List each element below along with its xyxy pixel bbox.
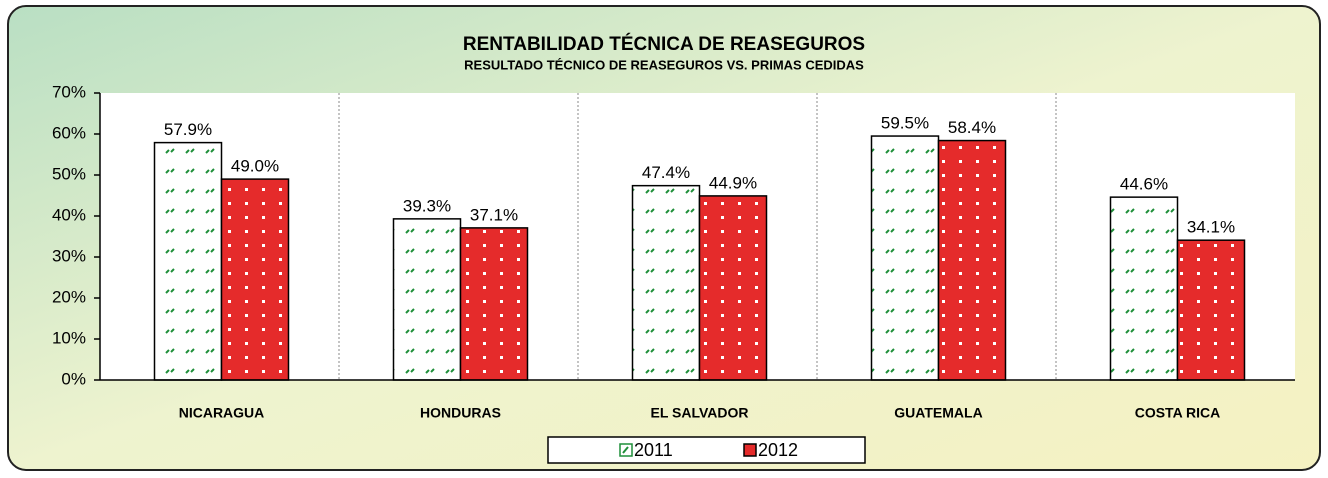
value-label: 47.4% <box>642 163 690 182</box>
y-tick-label: 20% <box>52 287 86 306</box>
x-tick-label: HONDURAS <box>420 405 501 421</box>
x-tick-label: COSTA RICA <box>1135 405 1221 421</box>
x-tick-label: GUATEMALA <box>894 405 982 421</box>
y-tick-label: 70% <box>52 82 86 101</box>
value-label: 44.6% <box>1120 175 1168 194</box>
y-tick-label: 60% <box>52 123 86 142</box>
value-label: 57.9% <box>164 120 212 139</box>
legend-swatch-mark <box>622 446 629 454</box>
value-label: 44.9% <box>709 173 757 192</box>
value-label: 58.4% <box>948 118 996 137</box>
value-label: 34.1% <box>1187 218 1235 237</box>
bar <box>631 184 701 381</box>
value-label: 37.1% <box>470 205 518 224</box>
y-tick-label: 50% <box>52 164 86 183</box>
legend <box>547 436 866 464</box>
legend-swatch <box>743 443 757 457</box>
bar <box>459 227 529 381</box>
value-label: 49.0% <box>231 157 279 176</box>
y-tick-label: 10% <box>52 328 86 347</box>
bar <box>698 195 768 381</box>
chart-title: RENTABILIDAD TÉCNICA DE REASEGUROS <box>463 33 865 55</box>
bar <box>937 139 1007 381</box>
x-tick-label: EL SALVADOR <box>650 405 748 421</box>
bar <box>1176 239 1246 381</box>
x-tick-label: NICARAGUA <box>179 405 265 421</box>
y-tick-label: 30% <box>52 246 86 265</box>
legend-label: 2011 <box>634 440 673 460</box>
legend-label: 2012 <box>758 440 798 460</box>
bar <box>870 135 940 381</box>
y-tick-label: 0% <box>61 369 86 388</box>
bar <box>392 218 462 381</box>
value-label: 59.5% <box>881 114 929 133</box>
bar <box>153 141 223 381</box>
y-tick-label: 40% <box>52 205 86 224</box>
bar <box>220 178 290 381</box>
bar <box>1109 196 1179 381</box>
value-label: 39.3% <box>403 196 451 215</box>
chart-subtitle: RESULTADO TÉCNICO DE REASEGUROS VS. PRIM… <box>464 57 864 72</box>
